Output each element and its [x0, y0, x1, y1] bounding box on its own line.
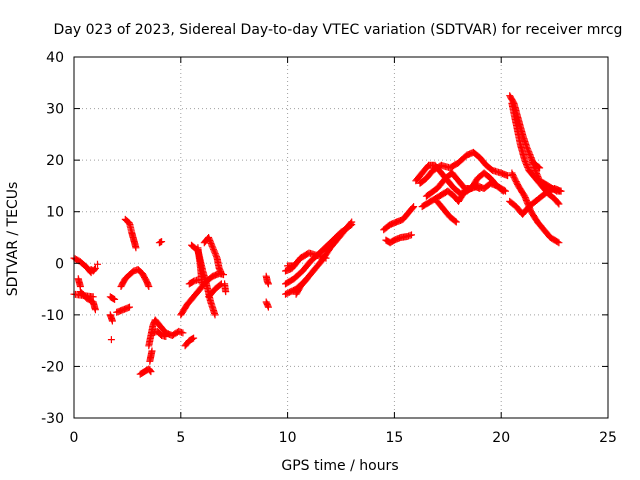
data-point: [290, 262, 298, 270]
data-point: [179, 329, 187, 337]
axes-layer: 0 5 10 15 20 25 -30 -20 -10 0 10 20 30 40: [41, 50, 617, 446]
data-point: [209, 244, 217, 252]
labels-layer: Day 023 of 2023, Sidereal Day-to-day VTE…: [5, 22, 622, 474]
x-tick-label: 0: [70, 430, 79, 446]
data-point: [523, 162, 531, 170]
data-point: [111, 295, 119, 303]
data-marks: [70, 92, 565, 378]
data-point: [451, 217, 459, 225]
data-point: [555, 239, 563, 247]
data-point: [91, 264, 99, 272]
y-tick-label: 40: [46, 50, 64, 66]
data-point: [410, 203, 418, 211]
x-tick-label: 20: [492, 430, 510, 446]
data-point: [94, 260, 101, 268]
data-point: [216, 281, 224, 289]
data-point: [91, 306, 99, 314]
x-tick-label: 25: [599, 430, 617, 446]
data-point: [217, 270, 225, 278]
data-point: [108, 317, 116, 325]
data-point: [409, 204, 417, 212]
data-point: [524, 164, 532, 171]
data-point: [148, 347, 156, 355]
data-point: [145, 283, 153, 290]
data-point: [76, 283, 84, 290]
data-point: [107, 336, 115, 344]
data-point: [147, 368, 155, 376]
y-tick-label: -30: [41, 411, 64, 427]
data-point: [303, 275, 311, 283]
data-point: [211, 311, 219, 319]
data-point: [554, 199, 562, 207]
data-point: [536, 164, 544, 172]
data-point: [146, 367, 154, 375]
data-point: [190, 334, 198, 342]
data-point: [452, 218, 460, 226]
x-tick-label: 15: [385, 430, 403, 446]
data-point: [158, 238, 166, 246]
data-point: [408, 231, 415, 239]
x-tick-label: 5: [176, 430, 185, 446]
data-point: [525, 149, 533, 157]
y-tick-label: -10: [41, 308, 64, 324]
data-point: [264, 280, 272, 288]
data-point: [162, 333, 170, 340]
data-point: [146, 366, 153, 374]
data-point: [194, 276, 202, 284]
data-point: [132, 244, 140, 252]
y-tick-label: 20: [46, 153, 64, 169]
data-point: [498, 186, 506, 194]
data-point: [222, 288, 230, 296]
y-tick-label: -20: [41, 359, 64, 375]
y-tick-label: 0: [55, 256, 64, 272]
plot-frame: [73, 56, 609, 419]
data-point: [110, 295, 117, 303]
data-point: [521, 158, 529, 166]
y-tick-label: 30: [46, 102, 64, 118]
data-point: [347, 222, 354, 229]
x-tick-label: 10: [279, 430, 297, 446]
data-point: [198, 280, 206, 288]
data-point: [535, 163, 543, 171]
data-point: [264, 303, 272, 311]
data-point: [302, 276, 310, 284]
y-axis-label: SDTVAR / TECUs: [5, 182, 21, 297]
data-point: [322, 254, 330, 262]
data-point: [348, 221, 356, 229]
data-point: [557, 187, 565, 195]
data-point: [555, 200, 563, 208]
chart-title: Day 023 of 2023, Sidereal Day-to-day VTE…: [54, 22, 623, 38]
data-point: [499, 187, 507, 195]
data-point: [126, 303, 133, 311]
data-point: [554, 238, 562, 246]
x-axis-label: GPS time / hours: [281, 458, 398, 474]
data-point: [91, 265, 99, 273]
y-tick-label: 10: [46, 205, 64, 221]
